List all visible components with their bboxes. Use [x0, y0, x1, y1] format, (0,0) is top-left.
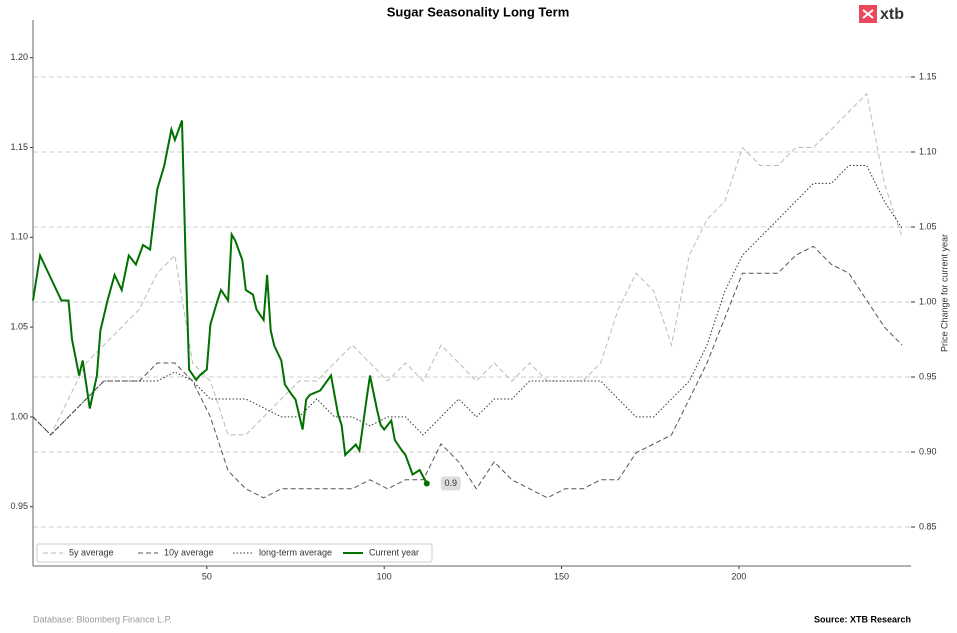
logo-text: xtb	[880, 6, 904, 23]
logo-mark	[862, 9, 874, 19]
y2-tick-label: 1.00	[919, 296, 937, 306]
series-line	[32, 165, 903, 436]
footer-left: Database: Bloomberg Finance L.P.	[33, 614, 172, 624]
series-line	[32, 92, 903, 436]
end-label: 0.9	[445, 478, 458, 488]
y2-axis-label: Price Change for current year	[939, 234, 949, 352]
y2-tick-label: 0.95	[919, 371, 937, 381]
y2-tick-label: 1.10	[919, 146, 937, 156]
y-tick-label: 1.05	[10, 322, 28, 332]
y-tick-label: 1.20	[10, 52, 28, 62]
x-tick-label: 50	[202, 571, 212, 581]
end-point	[423, 480, 430, 487]
x-tick-label: 150	[554, 571, 569, 581]
series-line	[32, 120, 428, 484]
y2-tick-label: 1.15	[919, 71, 937, 81]
y2-tick-label: 0.90	[919, 446, 937, 456]
y-tick-label: 1.00	[10, 411, 28, 421]
y2-tick-label: 0.85	[919, 521, 937, 531]
y-tick-label: 0.95	[10, 501, 28, 511]
chart-title: Sugar Seasonality Long Term	[387, 4, 570, 19]
series-line	[32, 245, 903, 499]
y-tick-label: 1.15	[10, 142, 28, 152]
end-label-box	[440, 476, 461, 491]
legend-label: long-term average	[259, 547, 332, 557]
legend-label: 5y average	[69, 547, 114, 557]
legend-label: Current year	[369, 547, 419, 557]
x-tick-label: 200	[731, 571, 746, 581]
x-tick-label: 100	[377, 571, 392, 581]
y-tick-label: 1.10	[10, 232, 28, 242]
y2-tick-label: 1.05	[919, 221, 937, 231]
legend-label: 10y average	[164, 547, 214, 557]
footer-right: Source: XTB Research	[814, 614, 911, 624]
